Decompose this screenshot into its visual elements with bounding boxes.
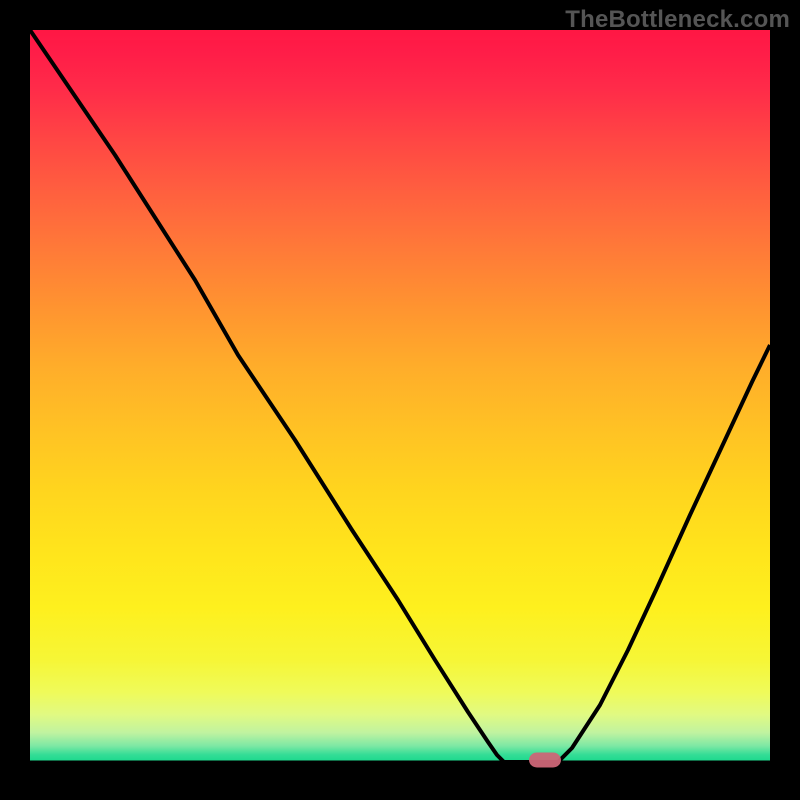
heat-rect bbox=[30, 30, 770, 762]
min-marker bbox=[529, 753, 561, 768]
watermark-text: TheBottleneck.com bbox=[565, 6, 790, 34]
bottleneck-chart bbox=[0, 0, 800, 800]
stage: TheBottleneck.com bbox=[0, 0, 800, 800]
